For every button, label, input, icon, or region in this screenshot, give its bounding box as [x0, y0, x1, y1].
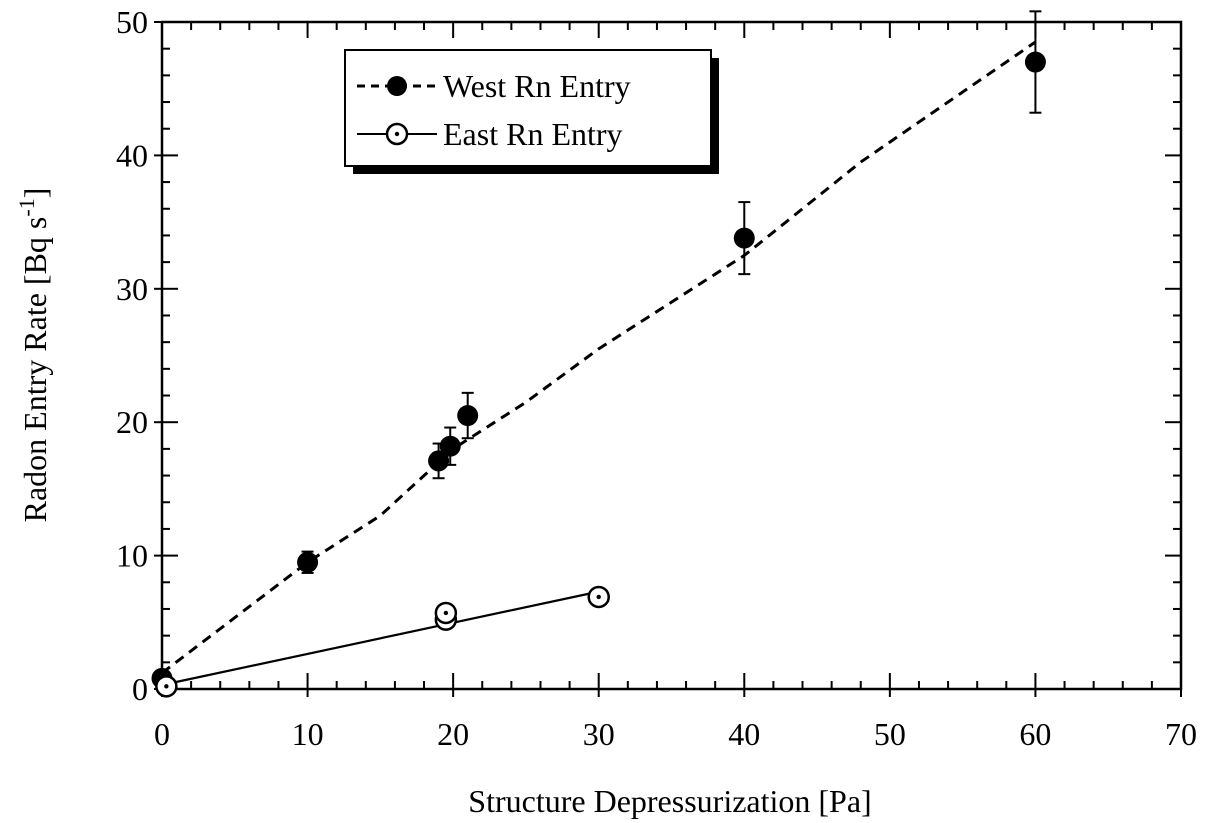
- west-data-point: [733, 227, 755, 249]
- y-tick-label: 40: [116, 137, 148, 173]
- y-tick-label: 30: [116, 271, 148, 307]
- y-axis-title-main: Radon Entry Rate [Bq s: [17, 217, 53, 523]
- ticks: 0 10 20 30 40 50 60 70 0 10 20 30 40 50: [116, 4, 1197, 752]
- legend-west-label: West Rn Entry: [443, 68, 631, 104]
- x-tick-label: 10: [292, 716, 324, 752]
- x-tick-label: 70: [1165, 716, 1197, 752]
- west-data-point: [457, 405, 479, 427]
- axes: [160, 20, 1183, 691]
- east-data-point-dot: [164, 684, 169, 689]
- y-tick-label: 10: [116, 538, 148, 574]
- legend-west-marker: [387, 76, 407, 96]
- east-trend-line: [161, 590, 599, 687]
- legend-east-label: East Rn Entry: [443, 116, 623, 152]
- x-tick-label: 50: [874, 716, 906, 752]
- x-tick-label: 60: [1019, 716, 1051, 752]
- plot-frame: [160, 20, 1183, 691]
- y-tick-label: 20: [116, 404, 148, 440]
- west-data-point: [297, 551, 319, 573]
- x-axis-title: Structure Depressurization [Pa]: [468, 783, 871, 819]
- y-axis-title: Radon Entry Rate [Bq s-1]: [14, 188, 53, 523]
- x-tick-label: 20: [437, 716, 469, 752]
- legend: West Rn Entry East Rn Entry: [344, 49, 719, 174]
- west-data-point: [1024, 51, 1046, 73]
- y-tick-label: 0: [132, 671, 148, 707]
- x-tick-label: 0: [154, 716, 170, 752]
- x-tick-label: 40: [728, 716, 760, 752]
- west-trend-line: [161, 40, 1037, 675]
- y-axis-title-close: ]: [17, 188, 53, 199]
- x-tick-label: 30: [583, 716, 615, 752]
- legend-box: [344, 49, 712, 167]
- y-tick-label: 50: [116, 4, 148, 40]
- y-axis-title-superscript: -1: [14, 198, 39, 216]
- west-data-point: [428, 450, 450, 472]
- data-points: [151, 10, 1046, 698]
- east-data-point-dot: [443, 610, 449, 616]
- trend-lines: [161, 40, 1037, 687]
- legend-east-marker-dot: [394, 131, 400, 137]
- east-data-point-dot: [596, 594, 601, 600]
- west-data-point: [439, 435, 461, 457]
